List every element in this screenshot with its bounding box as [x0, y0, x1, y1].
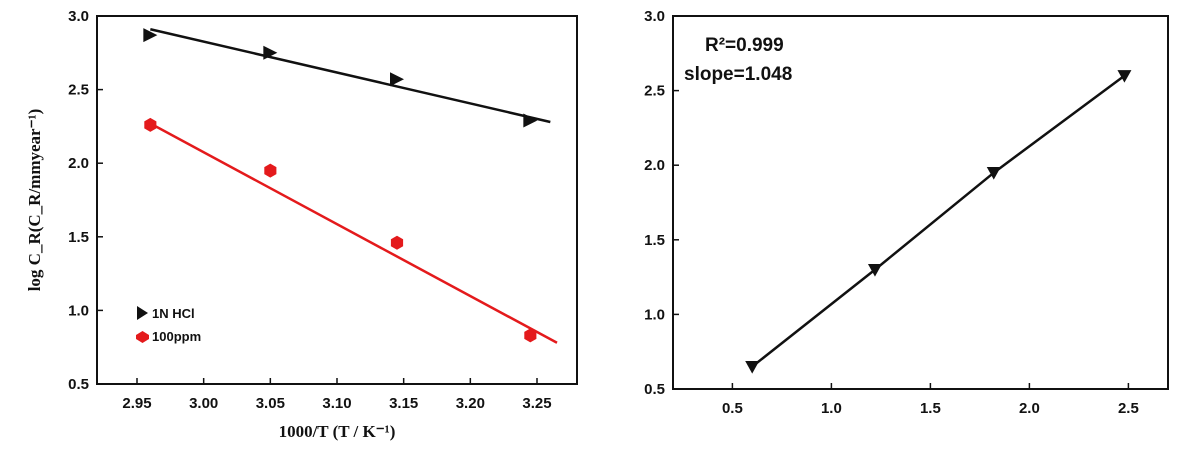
right-series-line: [751, 74, 1126, 368]
x-tick-label: 3.20: [456, 395, 485, 412]
left-legend: 1N HCl 100ppm: [136, 306, 201, 344]
y-tick-label: 2.5: [68, 82, 89, 99]
y-tick-label: 1.5: [644, 232, 665, 249]
legend-marker-1n-hcl: [137, 306, 148, 320]
left-x-ticks: 2.95 3.00 3.05 3.10 3.15 3.20 3.25: [122, 378, 552, 412]
x-tick-label: 3.05: [256, 395, 285, 412]
data-point-100ppm: [144, 117, 157, 132]
x-tick-label: 0.5: [722, 400, 743, 417]
y-tick-label: 0.5: [644, 381, 665, 398]
legend-label-100ppm: 100ppm: [152, 329, 201, 344]
y-tick-label: 1.0: [68, 302, 89, 319]
y-tick-label: 1.0: [644, 306, 665, 323]
data-point: [986, 167, 1001, 180]
fit-line-100ppm: [149, 122, 558, 344]
left-fit-lines: [149, 28, 558, 344]
fit-line-1n-hcl: [150, 28, 551, 124]
x-tick-label: 2.5: [1118, 400, 1139, 417]
y-tick-label: 2.0: [68, 155, 89, 172]
right-data-points: [745, 70, 1132, 374]
legend-label-1n-hcl: 1N HCl: [152, 306, 195, 321]
left-y-axis-label: log C_R(C_R/mmyear⁻¹): [25, 109, 44, 292]
y-tick-label: 2.5: [644, 83, 665, 100]
y-tick-label: 3.0: [68, 8, 89, 25]
left-chart: 0.5 1.0 1.5 2.0 2.5 3.0 2.95 3.00 3.05 3.10 3.15 3…: [25, 8, 578, 441]
right-y-ticks: 0.5 1.0 1.5 2.0 2.5 3.0: [644, 8, 679, 398]
data-point: [745, 361, 760, 374]
right-plot-frame: [672, 15, 1169, 390]
x-tick-label: 1.0: [821, 400, 842, 417]
slope-annotation: slope=1.048: [684, 64, 792, 85]
x-tick-label: 3.00: [189, 395, 218, 412]
x-tick-label: 3.10: [322, 395, 351, 412]
right-chart: 0.5 1.0 1.5 2.0 2.5 3.0 0.5 1.0 1.5 2.0 2.5 R²=0.…: [644, 8, 1169, 417]
data-point-1n-hcl: [143, 28, 158, 43]
right-x-ticks: 0.5 1.0 1.5 2.0 2.5: [722, 383, 1139, 417]
data-point-1n-hcl: [523, 113, 538, 128]
data-point-1n-hcl: [263, 45, 278, 60]
series-line: [751, 74, 1126, 368]
y-tick-label: 2.0: [644, 157, 665, 174]
left-data-points: [143, 28, 538, 343]
legend-marker-100ppm: [136, 331, 149, 343]
x-tick-label: 1.5: [920, 400, 941, 417]
y-tick-label: 3.0: [644, 8, 665, 25]
left-plot-frame: [96, 15, 578, 385]
x-tick-label: 2.95: [122, 395, 151, 412]
data-point-100ppm: [390, 235, 404, 250]
left-x-axis-label: 1000/T (T / K⁻¹): [279, 422, 396, 441]
data-point-1n-hcl: [390, 72, 404, 87]
left-y-ticks: 0.5 1.0 1.5 2.0 2.5 3.0: [68, 8, 103, 393]
x-tick-label: 3.25: [522, 395, 551, 412]
x-tick-label: 3.15: [389, 395, 418, 412]
data-point-100ppm: [264, 163, 277, 178]
data-point: [867, 264, 882, 277]
y-tick-label: 0.5: [68, 376, 89, 393]
y-tick-label: 1.5: [68, 229, 89, 246]
r-squared-annotation: R²=0.999: [705, 35, 784, 56]
data-point: [1117, 70, 1132, 83]
data-point-100ppm: [524, 328, 537, 343]
x-tick-label: 2.0: [1019, 400, 1040, 417]
